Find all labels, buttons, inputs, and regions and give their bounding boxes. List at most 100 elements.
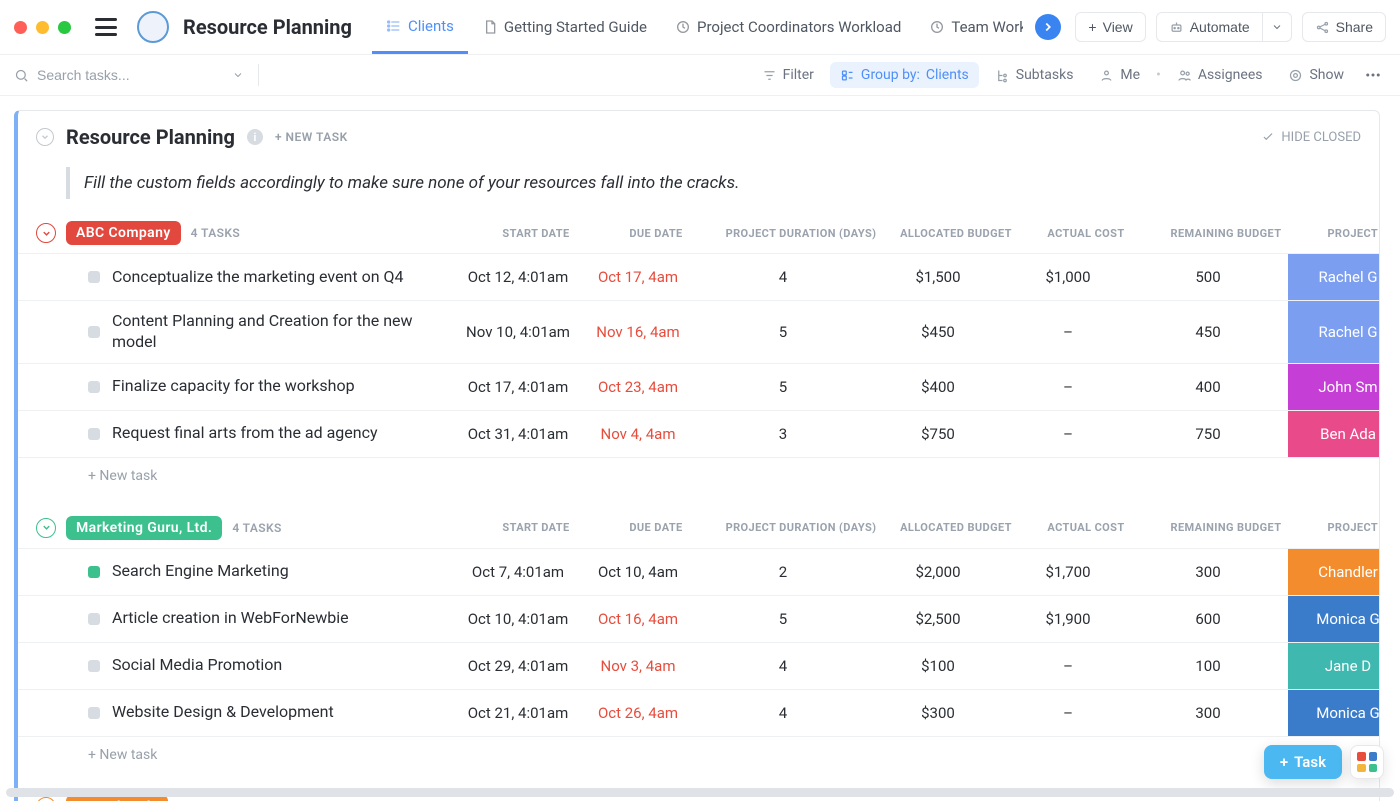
task-title: Search Engine Marketing <box>112 561 289 582</box>
cell-actual: $1,700 <box>1008 563 1128 581</box>
menu-icon[interactable] <box>95 18 117 36</box>
cell-coordinator[interactable]: John Sm <box>1288 364 1380 410</box>
task-row[interactable]: Conceptualize the marketing event on Q4 O… <box>18 253 1379 300</box>
maximize-icon[interactable] <box>58 21 71 34</box>
column-header[interactable]: START DATE <box>476 521 596 534</box>
tab-getting-started-guide[interactable]: Getting Started Guide <box>468 0 661 54</box>
list-collapse-icon[interactable] <box>36 128 54 146</box>
cell-allocated: $400 <box>868 378 1008 396</box>
horizontal-scrollbar[interactable] <box>6 788 1394 797</box>
cell-coordinator[interactable]: Ben Ada <box>1288 411 1380 457</box>
filter-chip[interactable]: Filter <box>752 62 824 88</box>
cell-actual: – <box>1008 657 1128 675</box>
subtasks-chip[interactable]: Subtasks <box>985 62 1084 88</box>
column-header[interactable]: PROJECT COO <box>1306 521 1380 534</box>
groupby-value: Clients <box>926 67 969 83</box>
task-title: Conceptualize the marketing event on Q4 <box>112 267 404 288</box>
cell-coordinator[interactable]: Rachel G <box>1288 301 1380 363</box>
search-input[interactable] <box>37 67 197 83</box>
cell-actual: – <box>1008 704 1128 722</box>
cell-duration: 5 <box>698 323 868 341</box>
share-button[interactable]: Share <box>1302 12 1386 42</box>
status-icon[interactable] <box>88 707 100 719</box>
space-icon[interactable] <box>137 11 169 43</box>
tab-label: Clients <box>408 17 454 35</box>
column-header[interactable]: PROJECT DURATION (DAYS) <box>716 521 886 534</box>
info-icon[interactable]: i <box>247 129 263 145</box>
column-header[interactable]: DUE DATE <box>596 227 716 240</box>
show-chip[interactable]: Show <box>1278 62 1354 88</box>
status-icon[interactable] <box>88 326 100 338</box>
status-icon[interactable] <box>88 428 100 440</box>
add-view-button[interactable]: + View <box>1075 12 1145 42</box>
me-chip[interactable]: Me <box>1089 62 1150 88</box>
quick-task-button[interactable]: + Task <box>1264 745 1342 779</box>
search-wrap <box>14 67 244 83</box>
top-right-actions: + View Automate Share <box>1069 12 1386 42</box>
minimize-icon[interactable] <box>36 21 49 34</box>
automate-button[interactable]: Automate <box>1156 12 1262 42</box>
cell-coordinator[interactable]: Rachel G <box>1288 254 1380 300</box>
cell-remaining: 300 <box>1128 563 1288 581</box>
more-options[interactable] <box>1360 61 1386 89</box>
app-grid-icon[interactable] <box>1350 745 1384 779</box>
close-icon[interactable] <box>14 21 27 34</box>
tab-clients[interactable]: Clients <box>372 0 468 54</box>
search-chevron-icon[interactable] <box>232 69 244 81</box>
column-header[interactable]: PROJECT DURATION (DAYS) <box>716 227 886 240</box>
cell-coordinator[interactable]: Monica G <box>1288 690 1380 736</box>
cell-coordinator[interactable]: Jane D <box>1288 643 1380 689</box>
add-task-row[interactable]: + New task <box>18 458 1379 494</box>
column-header[interactable]: ACTUAL COST <box>1026 227 1146 240</box>
column-header[interactable]: REMAINING BUDGET <box>1146 227 1306 240</box>
column-header[interactable]: ACTUAL COST <box>1026 521 1146 534</box>
add-task-row[interactable]: + New task <box>18 737 1379 773</box>
status-icon[interactable] <box>88 381 100 393</box>
cell-remaining: 300 <box>1128 704 1288 722</box>
groupby-chip[interactable]: Group by: Clients <box>830 62 979 88</box>
column-header[interactable]: REMAINING BUDGET <box>1146 521 1306 534</box>
task-row[interactable]: Finalize capacity for the workshopOct 17… <box>18 363 1379 410</box>
column-header[interactable]: DUE DATE <box>596 521 716 534</box>
cell-coordinator[interactable]: Chandler <box>1288 549 1380 595</box>
cell-start-date: Nov 10, 4:01am <box>458 323 578 341</box>
assignees-label: Assignees <box>1198 67 1263 83</box>
task-row[interactable]: Content Planning and Creation for the ne… <box>18 300 1379 363</box>
assignees-chip[interactable]: Assignees <box>1167 62 1273 88</box>
automate-dropdown[interactable] <box>1262 12 1292 42</box>
more-views-icon[interactable] <box>1035 14 1061 40</box>
group-collapse-icon[interactable] <box>36 223 56 243</box>
cell-duration: 4 <box>698 268 868 286</box>
status-icon[interactable] <box>88 613 100 625</box>
group-collapse-icon[interactable] <box>36 518 56 538</box>
task-row[interactable]: Request final arts from the ad agencyOct… <box>18 410 1379 458</box>
cell-due-date: Oct 17, 4am <box>578 268 698 286</box>
group-chip[interactable]: Marketing Guru, Ltd. <box>66 516 222 540</box>
cell-duration: 3 <box>698 425 868 443</box>
status-icon[interactable] <box>88 271 100 283</box>
hide-closed-label: HIDE CLOSED <box>1281 130 1361 145</box>
tab-team-workload[interactable]: Team Workload <box>915 0 1023 54</box>
add-view-label: View <box>1103 19 1133 35</box>
group-collapse-icon[interactable] <box>36 797 56 801</box>
cell-remaining: 400 <box>1128 378 1288 396</box>
cell-due-date: Nov 3, 4am <box>578 657 698 675</box>
column-header[interactable]: START DATE <box>476 227 596 240</box>
column-header[interactable]: ALLOCATED BUDGET <box>886 227 1026 240</box>
cell-remaining: 500 <box>1128 268 1288 286</box>
tab-project-coordinators-workload[interactable]: Project Coordinators Workload <box>661 0 915 54</box>
new-task-link[interactable]: + NEW TASK <box>275 130 348 144</box>
task-row[interactable]: Article creation in WebForNewbieOct 10, … <box>18 595 1379 642</box>
group: ABC Company4 TASKSSTART DATEDUE DATEPROJ… <box>18 221 1379 494</box>
hide-closed-toggle[interactable]: HIDE CLOSED <box>1261 130 1361 145</box>
group-chip[interactable]: ABC Company <box>66 221 181 245</box>
robot-icon <box>1169 20 1184 35</box>
column-header[interactable]: ALLOCATED BUDGET <box>886 521 1026 534</box>
status-icon[interactable] <box>88 566 100 578</box>
task-row[interactable]: Website Design & DevelopmentOct 21, 4:01… <box>18 689 1379 737</box>
status-icon[interactable] <box>88 660 100 672</box>
cell-coordinator[interactable]: Monica G <box>1288 596 1380 642</box>
column-header[interactable]: PROJECT COO <box>1306 227 1380 240</box>
task-row[interactable]: Search Engine MarketingOct 7, 4:01amOct … <box>18 548 1379 595</box>
task-row[interactable]: Social Media PromotionOct 29, 4:01amNov … <box>18 642 1379 689</box>
